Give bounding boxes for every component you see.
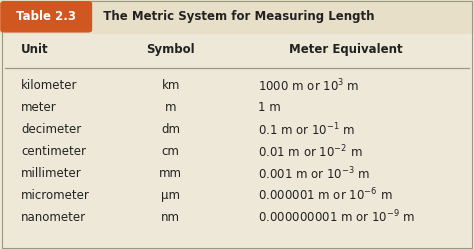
Text: Unit: Unit bbox=[21, 43, 49, 56]
Text: Meter Equivalent: Meter Equivalent bbox=[289, 43, 403, 56]
Text: 0.01 m or $10^{-2}$ m: 0.01 m or $10^{-2}$ m bbox=[258, 143, 363, 160]
Text: 0.000000001 m or $10^{-9}$ m: 0.000000001 m or $10^{-9}$ m bbox=[258, 209, 415, 226]
Text: meter: meter bbox=[21, 101, 57, 114]
Text: nanometer: nanometer bbox=[21, 211, 86, 224]
Text: decimeter: decimeter bbox=[21, 123, 82, 136]
FancyBboxPatch shape bbox=[1, 2, 91, 32]
Text: micrometer: micrometer bbox=[21, 189, 90, 202]
Text: mm: mm bbox=[159, 167, 182, 180]
Text: 1 m: 1 m bbox=[258, 101, 281, 114]
Text: 0.1 m or $10^{-1}$ m: 0.1 m or $10^{-1}$ m bbox=[258, 122, 356, 138]
Text: cm: cm bbox=[162, 145, 180, 158]
Bar bbox=[0, 0, 474, 34]
Text: kilometer: kilometer bbox=[21, 79, 78, 92]
Text: 1000 m or $10^{3}$ m: 1000 m or $10^{3}$ m bbox=[258, 78, 360, 94]
Text: The Metric System for Measuring Length: The Metric System for Measuring Length bbox=[95, 10, 374, 23]
Text: nm: nm bbox=[161, 211, 180, 224]
Text: 0.000001 m or $10^{-6}$ m: 0.000001 m or $10^{-6}$ m bbox=[258, 187, 393, 204]
Text: Symbol: Symbol bbox=[146, 43, 195, 56]
Text: dm: dm bbox=[161, 123, 180, 136]
Text: 0.001 m or $10^{-3}$ m: 0.001 m or $10^{-3}$ m bbox=[258, 165, 371, 182]
Text: m: m bbox=[165, 101, 176, 114]
Text: centimeter: centimeter bbox=[21, 145, 86, 158]
Text: millimeter: millimeter bbox=[21, 167, 82, 180]
Text: Table 2.3: Table 2.3 bbox=[16, 10, 76, 23]
Text: μm: μm bbox=[161, 189, 180, 202]
Text: km: km bbox=[162, 79, 180, 92]
